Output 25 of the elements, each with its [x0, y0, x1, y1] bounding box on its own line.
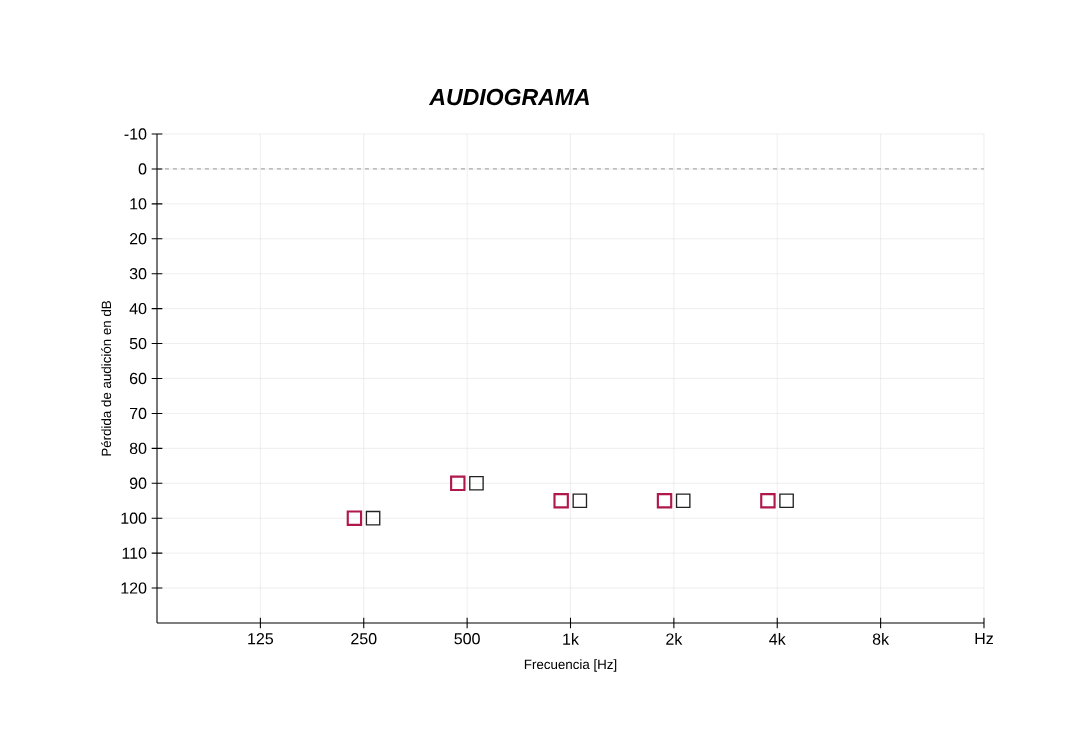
x-tick-label: 4k: [769, 633, 786, 645]
y-tick-label: 60: [129, 372, 147, 385]
y-tick-label: 50: [129, 337, 147, 350]
y-tick-label: 30: [129, 268, 147, 280]
x-tick-label: 500: [454, 633, 480, 645]
x-tick-label: 8k: [872, 633, 890, 645]
y-tick-label: 40: [129, 302, 147, 315]
y-tick-label: 90: [129, 477, 147, 489]
x-tick-label: Hz: [975, 633, 993, 645]
x-tick-label: 250: [351, 633, 377, 645]
chart-title: AUDIOGRAMA: [428, 88, 589, 106]
y-axis-title: Pérdida de audición en dB: [101, 301, 112, 456]
y-tick-label: 100: [121, 512, 147, 524]
y-tick-label: 70: [129, 407, 147, 420]
y-tick-label: 120: [121, 582, 147, 594]
y-tick-label: 0: [138, 163, 147, 175]
x-tick-label: 1k: [563, 633, 579, 645]
y-tick-label: 10: [130, 198, 147, 210]
y-tick-label: 80: [129, 442, 147, 454]
x-axis-title: Frecuencia [Hz]: [524, 659, 617, 672]
x-tick-label: 125: [248, 633, 274, 645]
y-tick-label: 20: [129, 233, 147, 245]
y-tick-label: -10: [124, 128, 147, 140]
x-tick-label: 2k: [666, 633, 683, 645]
y-tick-label: 110: [122, 547, 147, 559]
